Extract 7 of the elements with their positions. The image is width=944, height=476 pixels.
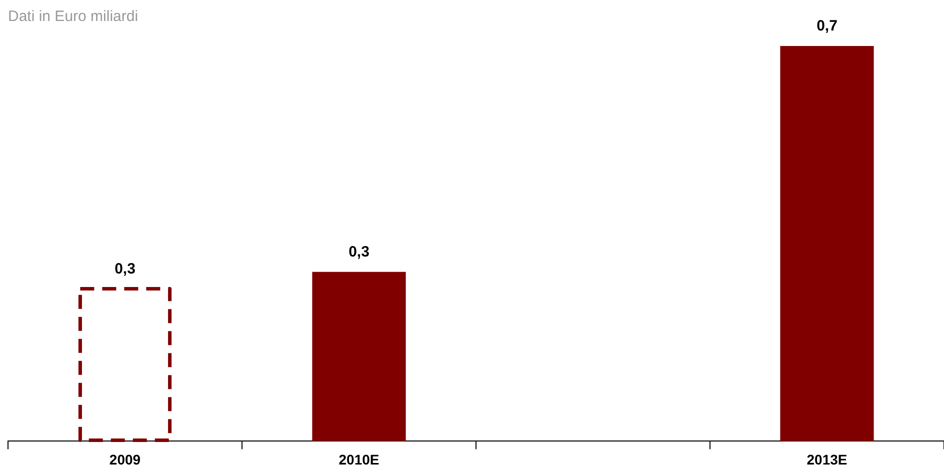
x-tick-label: 2010E	[338, 451, 380, 468]
data-label: 0,3	[348, 243, 370, 260]
chart-title: Dati in Euro miliardi	[8, 8, 138, 26]
x-tick-label: 2013E	[806, 451, 848, 468]
x-tick-label: 2009	[109, 451, 141, 468]
data-label: 0,3	[114, 260, 136, 278]
data-label: 0,7	[816, 18, 838, 35]
